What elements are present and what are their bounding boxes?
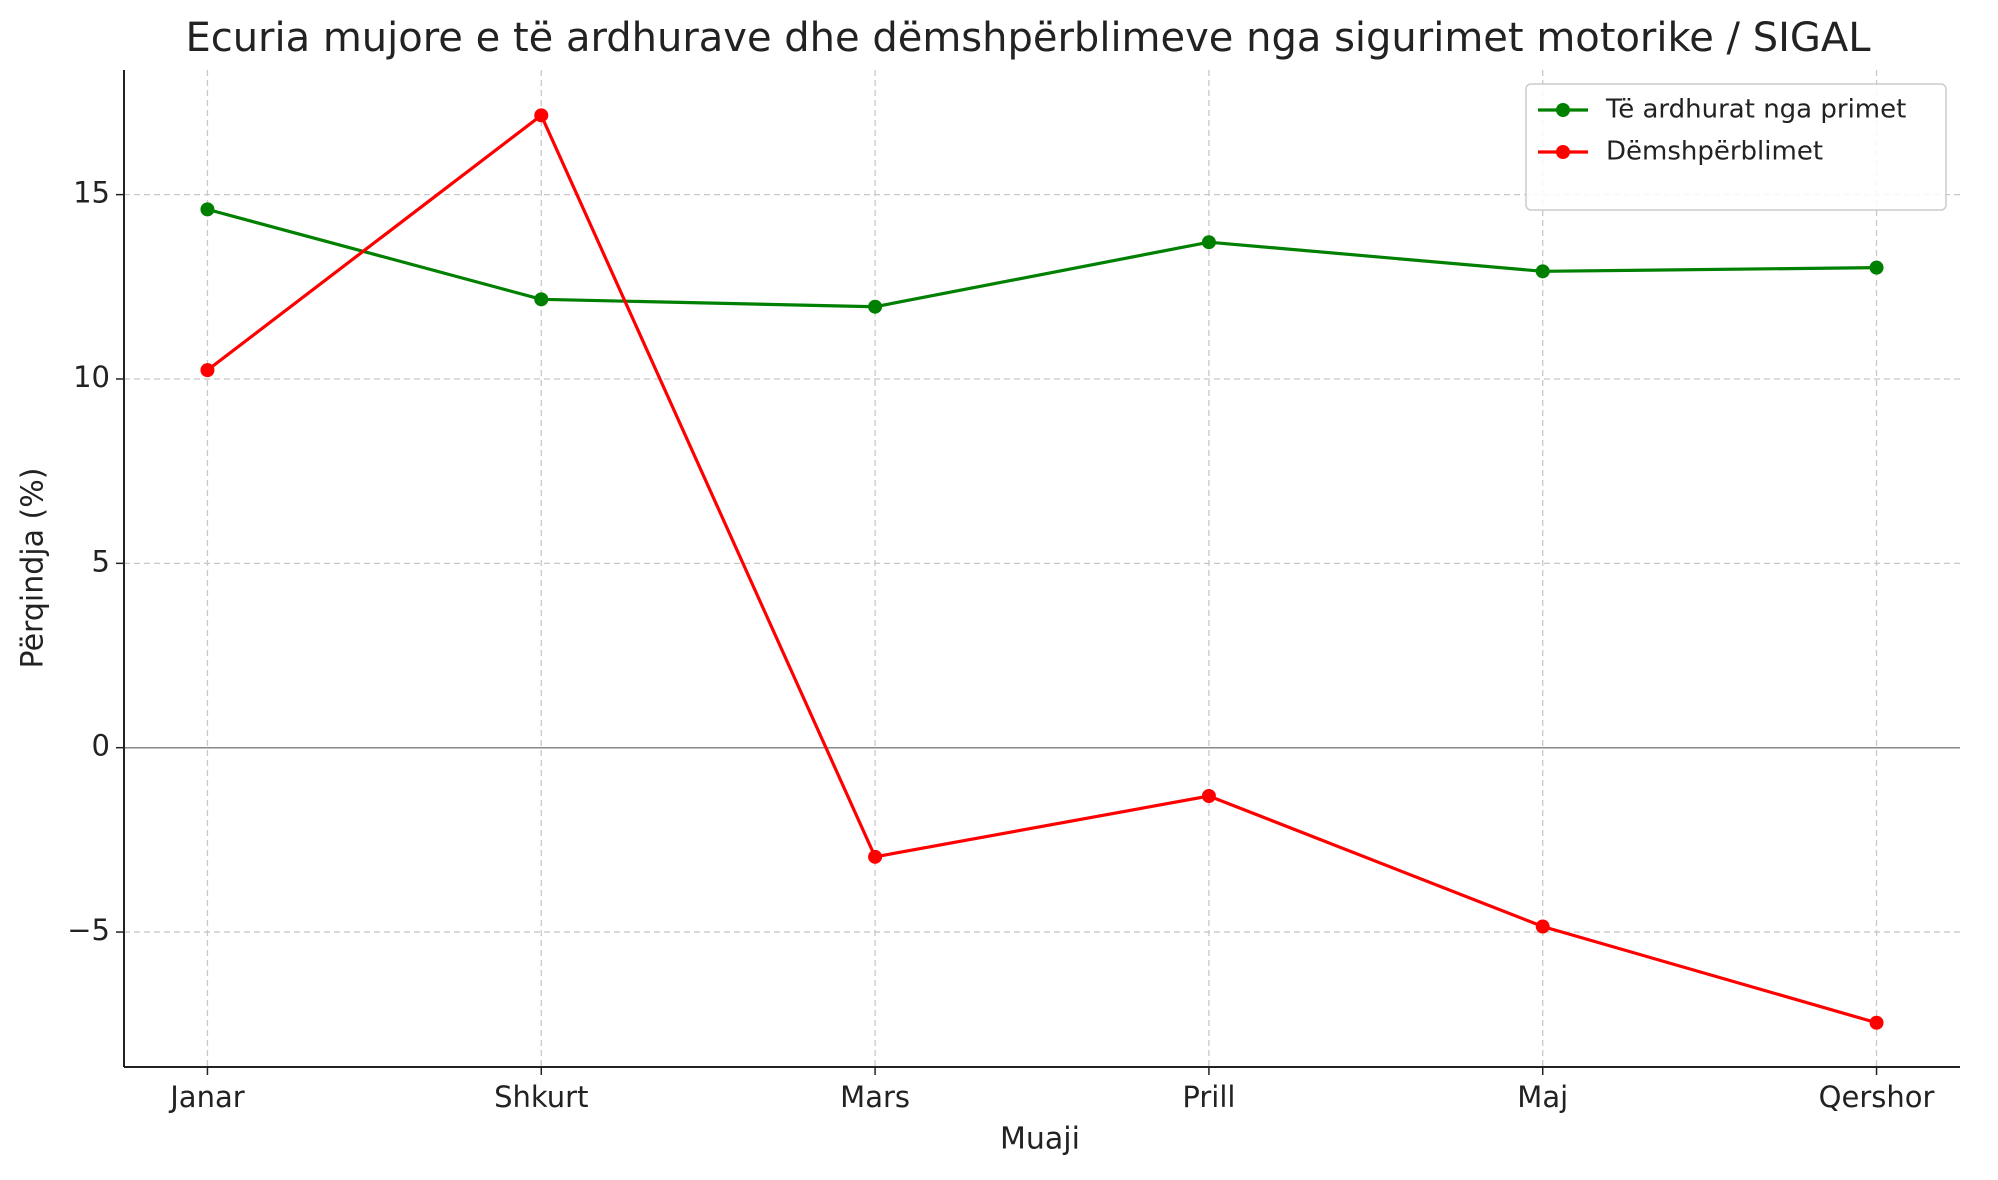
- data-point: [1201, 235, 1216, 250]
- series-line: [206, 112, 1877, 1025]
- y-tick-label: 15: [73, 176, 110, 210]
- data-point: [534, 108, 549, 123]
- y-tick-label: −5: [67, 913, 110, 947]
- data-point: [1869, 1015, 1884, 1030]
- data-point: [534, 292, 549, 307]
- y-axis-label: Përqindja (%): [16, 468, 51, 669]
- legend-marker: [1556, 145, 1570, 159]
- data-point: [200, 202, 215, 217]
- data-point: [1535, 264, 1550, 279]
- x-tick-label: Qershor: [1819, 1080, 1935, 1114]
- legend: Të ardhurat nga primet Dëmshpërblimet: [1525, 83, 1947, 211]
- legend-label: Të ardhurat nga primet: [1605, 95, 1906, 125]
- x-tick-label: Maj: [1517, 1080, 1568, 1114]
- chart-title: Ecuria mujore e të ardhurave dhe dëmshpë…: [185, 15, 1871, 61]
- legend-label: Dëmshpërblimet: [1606, 137, 1823, 167]
- data-point: [1201, 788, 1216, 803]
- x-tick-label: Shkurt: [494, 1080, 588, 1114]
- data-point: [1869, 260, 1884, 275]
- data-point: [868, 299, 883, 314]
- x-tick-label: Janar: [168, 1080, 244, 1114]
- data-point: [200, 363, 215, 378]
- data-point: [868, 849, 883, 864]
- legend-box: [1525, 83, 1947, 211]
- y-tick-label: 5: [92, 544, 110, 578]
- y-tick-label: 0: [92, 729, 110, 763]
- x-tick-label: Prill: [1182, 1080, 1235, 1114]
- x-tick-label: Mars: [840, 1080, 910, 1114]
- legend-marker: [1556, 103, 1570, 117]
- x-axis-label: Muaji: [1000, 1122, 1080, 1157]
- series-line: [207, 207, 1877, 309]
- data-point: [1535, 919, 1550, 934]
- y-tick-label: 10: [73, 360, 110, 394]
